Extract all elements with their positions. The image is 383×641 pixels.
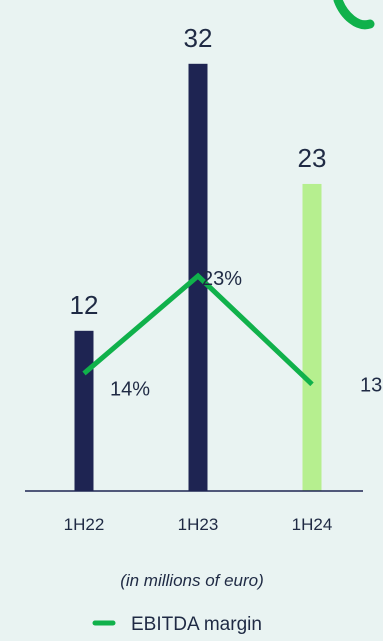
tick-labels-group: 1H22 1H23 1H24	[64, 515, 333, 534]
title-fragment	[333, 0, 375, 30]
bar-value-label: 32	[184, 23, 213, 53]
x-tick-label: 1H23	[178, 515, 219, 534]
bar-1H22	[74, 330, 94, 491]
bar-labels-group: 12 32 23	[70, 23, 327, 320]
legend: EBITDA margin	[92, 614, 262, 635]
legend-label: EBITDA margin	[131, 614, 262, 635]
margin-labels-group: 14% 23% 13%	[110, 268, 383, 400]
unit-note: (in millions of euro)	[120, 571, 264, 590]
margin-value-label: 23%	[202, 268, 242, 290]
bar-1H24	[302, 183, 322, 491]
x-tick-label: 1H22	[64, 515, 105, 534]
margin-value-label: 13%	[360, 374, 383, 396]
bar-value-label: 23	[298, 143, 327, 173]
ebitda-margin-line	[82, 272, 314, 387]
x-tick-label: 1H24	[292, 515, 333, 534]
margin-value-label: 14%	[110, 378, 150, 400]
bar-value-label: 12	[70, 290, 99, 320]
